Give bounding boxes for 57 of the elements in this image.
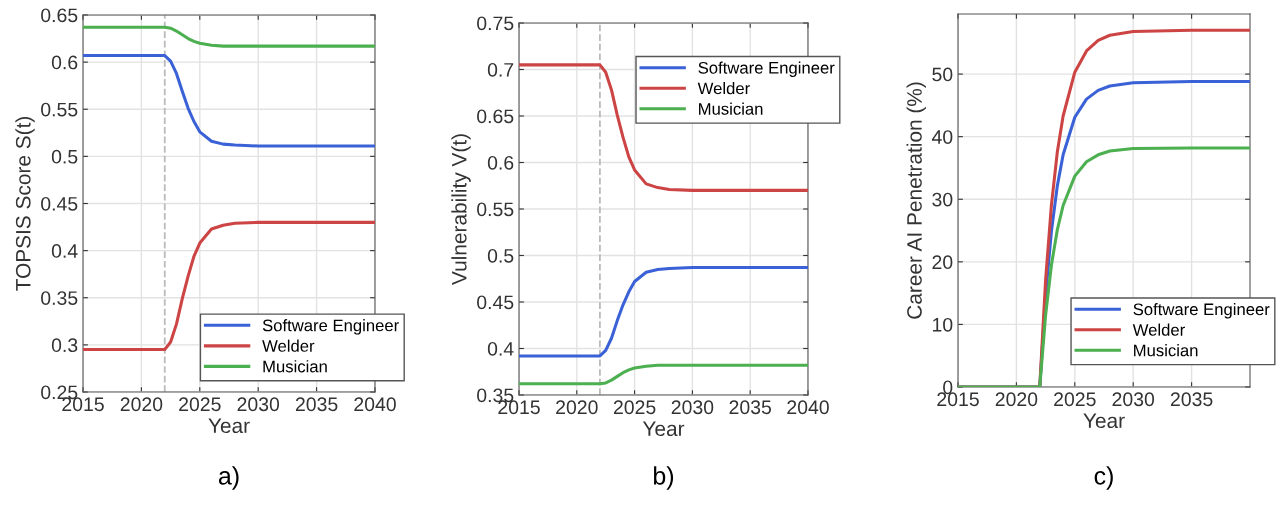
line-series (83, 25, 375, 48)
y-tick-label: 50 (932, 67, 953, 82)
line-series (519, 266, 808, 358)
legend-label: Software Engineer (1133, 303, 1270, 319)
y-tick-label: 0.4 (51, 244, 78, 258)
y-tick-label: 0.6 (51, 55, 78, 70)
y-tick-label: 0.6 (487, 155, 514, 170)
legend-label: Welder (262, 339, 315, 352)
line-series (83, 54, 375, 148)
y-tick-label: 0.55 (41, 102, 78, 117)
legend-label: Welder (1132, 323, 1185, 336)
x-tick-label: 2035 (295, 397, 338, 412)
x-axis-title: Year (208, 418, 250, 434)
x-tick-label: 2025 (179, 397, 221, 412)
x-tick-label: 2040 (787, 400, 829, 415)
y-tick-label: 0.3 (51, 338, 78, 353)
legend-label: Musician (1134, 344, 1198, 357)
y-tick-label: 0.5 (51, 149, 78, 164)
text: a) (218, 466, 239, 490)
y-tick-label: 0.65 (477, 109, 514, 124)
y-tick-label: 0.35 (41, 291, 78, 305)
text: b) (654, 466, 674, 490)
legend-label: Software Engineer (262, 319, 399, 335)
y-tick-label: 0.45 (41, 196, 78, 211)
x-tick-label: 2025 (1054, 392, 1096, 407)
legend-label: Welder (697, 82, 750, 95)
x-tick-label: 2035 (1170, 392, 1213, 407)
x-tick-label: 2035 (729, 400, 772, 415)
line-series (519, 363, 808, 386)
y-axis-title: Vulnerability V(t) (451, 134, 471, 285)
y-tick-label: 0.4 (487, 341, 514, 356)
y-tick-label: 0.45 (477, 295, 514, 310)
y-tick-label: 0.55 (477, 202, 514, 217)
x-tick-label: 2040 (354, 397, 396, 412)
x-tick-label: 2020 (556, 400, 598, 415)
y-tick-label: 0.7 (487, 62, 514, 77)
y-axis-title: Career AI Penetration (%) (906, 82, 926, 319)
y-tick-label: 10 (933, 317, 953, 332)
y-tick-label: 0.5 (487, 248, 514, 263)
x-axis-title: Year (1083, 413, 1125, 429)
y-axis-title: TOPSIS Score S(t) (15, 116, 35, 291)
y-tick-label: 0.75 (477, 16, 514, 31)
y-tick-label: 20 (932, 255, 953, 270)
legend-label: Musician (699, 102, 763, 115)
y-tick-label: 40 (931, 130, 953, 144)
x-tick-label: 2030 (671, 400, 714, 415)
x-tick-label: 2020 (120, 397, 163, 412)
y-tick-label: 0.65 (41, 8, 78, 23)
x-tick-label: 2020 (995, 392, 1038, 407)
x-axis-title: Year (642, 421, 685, 437)
legend-label: Software Engineer (698, 61, 835, 78)
x-tick-label: 2030 (1112, 392, 1155, 407)
x-tick-label: 2025 (613, 400, 656, 415)
x-tick-label: 2030 (237, 397, 280, 412)
y-tick-label: 30 (932, 192, 953, 207)
text: c) (1094, 466, 1113, 490)
legend-label: Musician (263, 360, 327, 373)
